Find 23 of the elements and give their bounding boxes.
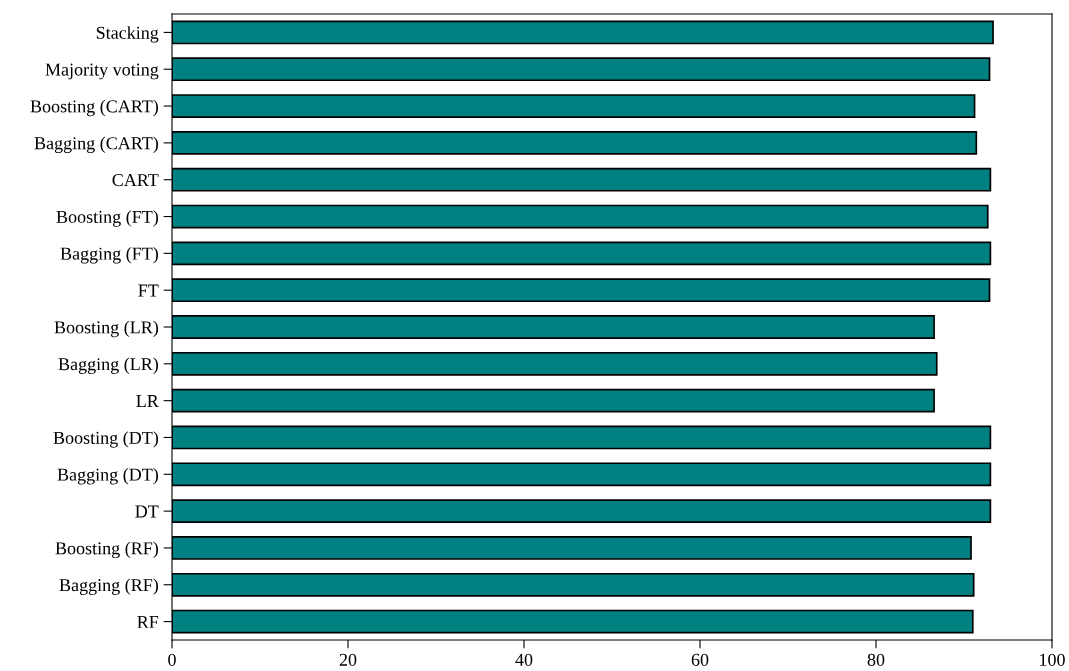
x-tick-label: 40 <box>515 653 533 666</box>
y-tick-label: Bagging (CART) <box>34 136 159 154</box>
x-tick-label: 20 <box>339 653 357 666</box>
y-tick-label: FT <box>138 284 159 297</box>
x-tick-label: 80 <box>867 653 885 666</box>
y-tick-label: Boosting (RF) <box>55 541 159 559</box>
y-tick-label: RF <box>137 616 159 628</box>
y-tick-label: Bagging (FT) <box>60 247 159 264</box>
y-tick-label: Bagging (LR) <box>58 357 159 374</box>
x-tick-label: 0 <box>168 653 176 666</box>
y-tick-label: Bagging (RF) <box>59 578 159 595</box>
y-tick-label: Boosting (DT) <box>53 431 159 448</box>
y-tick-label: Bagging (DT) <box>57 468 159 485</box>
y-tick-label: DT <box>135 505 159 518</box>
y-tick-label: LR <box>136 395 159 407</box>
y-tick-label: Stacking <box>96 26 159 43</box>
x-tick-label: 100 <box>1040 653 1065 666</box>
x-tick-label: 60 <box>691 653 709 666</box>
y-tick-label: CART <box>112 174 159 187</box>
y-tick-label: Majority voting <box>45 63 159 80</box>
y-tick-label: Boosting (FT) <box>56 210 159 227</box>
y-tick-label: Boosting (LR) <box>54 320 159 338</box>
y-tick-label: Boosting (CART) <box>30 99 159 117</box>
